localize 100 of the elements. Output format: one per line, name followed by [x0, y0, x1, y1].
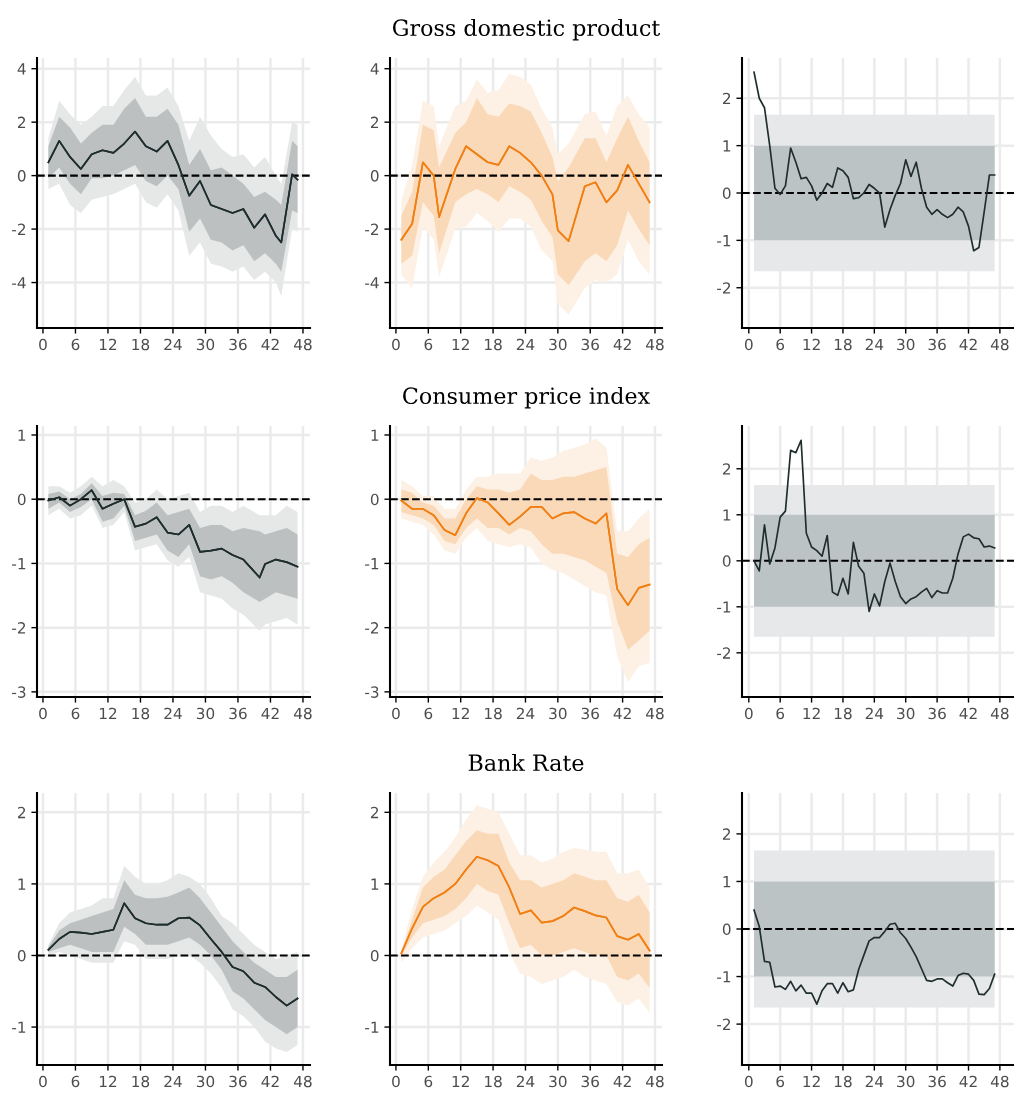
y-tick-label: 0 — [17, 493, 26, 506]
x-tick-label: 30 — [549, 707, 567, 720]
x-tick-label: 36 — [581, 707, 599, 720]
x-tick-label: 24 — [516, 707, 535, 720]
x-tick-label: 6 — [424, 707, 433, 720]
x-tick-label: 42 — [613, 707, 631, 720]
y-tick-label: -1 — [365, 558, 379, 570]
y-tick-label: -4 — [12, 277, 26, 289]
x-tick-label: 36 — [229, 338, 247, 351]
x-tick-label: 6 — [776, 707, 785, 720]
x-tick-label: 42 — [959, 338, 977, 351]
y-tick-label: 2 — [722, 828, 731, 840]
y-tick-label: -2 — [365, 622, 379, 634]
x-tick-label: 0 — [744, 707, 753, 720]
x-tick-label: 18 — [485, 707, 502, 720]
x-tick-label: 42 — [959, 707, 977, 720]
x-tick-label: 12 — [99, 1075, 117, 1088]
x-tick-label: 0 — [39, 1075, 47, 1088]
x-tick-label: 24 — [865, 707, 884, 720]
y-tick-label: 1 — [723, 876, 731, 888]
x-tick-label: 48 — [293, 338, 312, 351]
y-tick-label: -2 — [717, 282, 731, 294]
y-tick-label: 0 — [17, 170, 26, 182]
x-tick-label: 18 — [834, 338, 852, 351]
y-tick-label: 0 — [370, 170, 379, 182]
y-tick-label: 1 — [723, 509, 731, 521]
x-tick-label: 42 — [959, 1075, 977, 1088]
chart-title: Gross domestic product — [392, 18, 661, 41]
y-tick-label: -2 — [717, 1018, 731, 1030]
x-tick-label: 48 — [293, 707, 312, 720]
y-tick-label: -1 — [12, 558, 26, 570]
y-tick-label: 2 — [370, 116, 379, 128]
x-tick-label: 30 — [196, 338, 215, 351]
x-tick-label: 0 — [392, 707, 400, 720]
x-tick-label: 30 — [549, 338, 567, 351]
x-tick-label: 0 — [39, 707, 47, 720]
x-tick-label: 12 — [452, 707, 469, 720]
y-tick-label: 1 — [371, 429, 379, 441]
y-tick-label: -2 — [717, 647, 731, 659]
x-tick-label: 12 — [803, 707, 820, 720]
x-tick-label: 12 — [99, 707, 117, 720]
x-tick-label: 18 — [485, 338, 502, 351]
x-tick-label: 0 — [744, 1075, 753, 1088]
x-tick-label: 6 — [424, 338, 433, 351]
y-tick-label: 0 — [370, 949, 379, 962]
x-tick-label: 30 — [897, 338, 915, 351]
y-tick-label: 1 — [18, 429, 26, 441]
x-tick-label: 36 — [928, 707, 946, 720]
x-tick-label: 48 — [646, 338, 664, 351]
x-tick-label: 24 — [865, 338, 884, 351]
x-tick-label: 6 — [71, 1075, 80, 1088]
x-tick-label: 30 — [196, 1075, 215, 1088]
x-tick-label: 6 — [71, 338, 80, 351]
x-tick-label: 48 — [990, 1075, 1009, 1088]
x-tick-label: 12 — [452, 338, 469, 351]
x-tick-label: 36 — [928, 338, 946, 351]
y-tick-label: 0 — [722, 555, 731, 567]
x-tick-label: 18 — [834, 707, 852, 720]
x-tick-label: 12 — [99, 338, 117, 351]
y-tick-label: 0 — [17, 949, 26, 962]
y-tick-label: 2 — [722, 92, 731, 105]
y-tick-label: -1 — [365, 1021, 379, 1033]
x-tick-label: 6 — [776, 1075, 785, 1088]
y-tick-label: 1 — [18, 878, 26, 890]
x-tick-label: 12 — [803, 1075, 820, 1088]
x-tick-label: 42 — [261, 1075, 279, 1088]
y-tick-label: -2 — [12, 223, 26, 235]
y-tick-label: 4 — [370, 63, 379, 75]
y-tick-label: 2 — [17, 116, 26, 128]
x-tick-label: 18 — [132, 707, 150, 720]
y-tick-label: 0 — [722, 923, 731, 936]
x-tick-label: 48 — [293, 1075, 312, 1088]
x-tick-label: 30 — [196, 707, 215, 720]
x-tick-label: 48 — [990, 338, 1009, 351]
x-tick-label: 36 — [229, 707, 247, 720]
x-tick-label: 42 — [261, 338, 279, 351]
x-tick-label: 6 — [424, 1075, 433, 1088]
x-tick-label: 24 — [865, 1075, 884, 1088]
x-tick-label: 0 — [392, 1075, 400, 1088]
x-tick-label: 6 — [71, 707, 80, 720]
x-tick-label: 24 — [516, 338, 535, 351]
x-tick-label: 18 — [132, 1075, 150, 1088]
x-tick-label: 48 — [646, 1075, 664, 1088]
x-tick-label: 30 — [897, 707, 915, 720]
y-tick-label: 2 — [370, 806, 379, 819]
chart-title: Bank Rate — [468, 753, 584, 772]
y-tick-label: 0 — [722, 187, 731, 200]
x-tick-label: 30 — [897, 1075, 915, 1088]
y-tick-label: 4 — [17, 63, 26, 75]
x-tick-label: 36 — [229, 1075, 247, 1088]
x-tick-label: 6 — [776, 338, 785, 351]
y-tick-label: -1 — [717, 601, 731, 613]
x-tick-label: 42 — [613, 338, 631, 351]
x-tick-label: 0 — [39, 338, 47, 351]
x-tick-label: 42 — [613, 1075, 631, 1088]
x-tick-label: 24 — [516, 1075, 535, 1088]
x-tick-label: 18 — [485, 1075, 502, 1088]
y-tick-label: -2 — [12, 622, 26, 634]
y-tick-label: 1 — [371, 878, 379, 890]
x-tick-label: 36 — [581, 1075, 599, 1088]
